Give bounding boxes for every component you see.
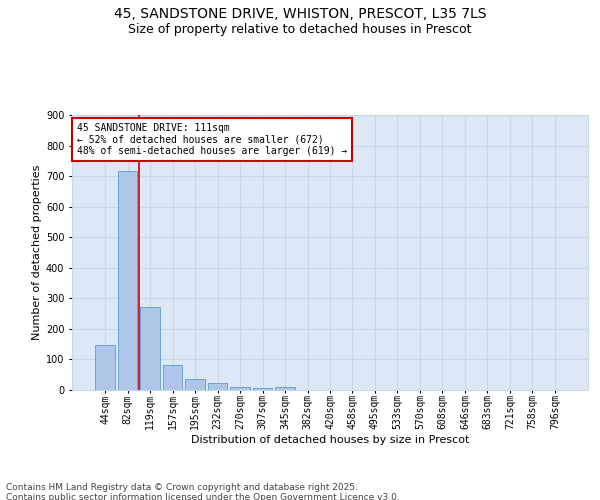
Text: 45, SANDSTONE DRIVE, WHISTON, PRESCOT, L35 7LS: 45, SANDSTONE DRIVE, WHISTON, PRESCOT, L… bbox=[114, 8, 486, 22]
Text: Size of property relative to detached houses in Prescot: Size of property relative to detached ho… bbox=[128, 22, 472, 36]
X-axis label: Distribution of detached houses by size in Prescot: Distribution of detached houses by size … bbox=[191, 435, 469, 445]
Bar bbox=[118, 171, 137, 390]
Bar bbox=[140, 307, 160, 390]
Text: 45 SANDSTONE DRIVE: 111sqm
← 52% of detached houses are smaller (672)
48% of sem: 45 SANDSTONE DRIVE: 111sqm ← 52% of deta… bbox=[77, 123, 347, 156]
Text: Contains HM Land Registry data © Crown copyright and database right 2025.
Contai: Contains HM Land Registry data © Crown c… bbox=[6, 482, 400, 500]
Bar bbox=[95, 345, 115, 390]
Bar bbox=[185, 378, 205, 390]
Bar bbox=[253, 388, 272, 390]
Bar bbox=[208, 384, 227, 390]
Bar bbox=[230, 386, 250, 390]
Y-axis label: Number of detached properties: Number of detached properties bbox=[32, 165, 41, 340]
Bar bbox=[163, 364, 182, 390]
Bar bbox=[275, 387, 295, 390]
